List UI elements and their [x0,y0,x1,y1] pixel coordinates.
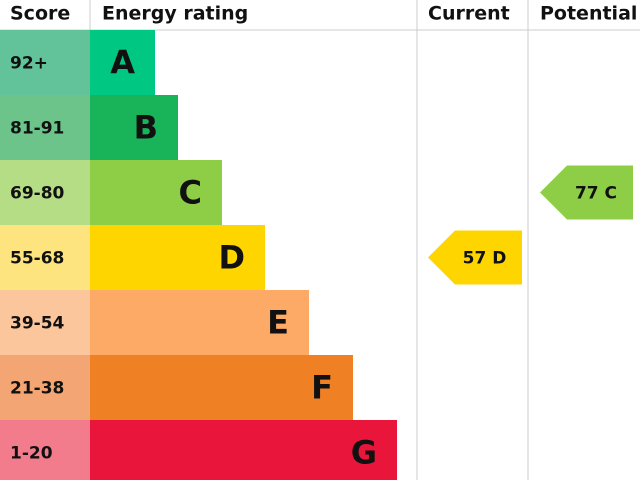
rating-letter: G [351,434,377,472]
potential-score: 77 [575,184,599,204]
rating-bar [90,290,309,355]
rating-bar [90,95,178,160]
rating-letter: E [267,304,289,342]
score-range: 21-38 [10,379,64,399]
score-range: 69-80 [10,184,65,204]
score-range: 1-20 [10,444,53,464]
score-cell [0,420,90,484]
score-cell [0,30,90,95]
score-cell [0,355,90,420]
rating-bar [90,355,353,420]
rating-bar [90,420,397,484]
rating-bar [90,30,155,95]
rating-letter: B [134,109,158,147]
rating-letter: D [218,239,245,277]
score-range: 55-68 [10,249,64,269]
header-current: Current [428,3,510,25]
rating-letter: C [179,174,202,212]
rating-letter: F [311,369,333,407]
header-energy-rating: Energy rating [102,3,248,25]
score-range: 92+ [10,54,48,74]
rating-bar [90,225,265,290]
rating-letter: A [110,44,135,82]
score-cell [0,225,90,290]
current-rating: D [492,249,506,269]
potential-label: 77 C [575,184,617,204]
header-score: Score [10,3,70,25]
score-cell [0,95,90,160]
score-range: 39-54 [10,314,65,334]
potential-rating: C [605,184,617,204]
current-score: 57 [463,249,487,269]
score-range: 81-91 [10,119,64,139]
current-label: 57 D [463,249,507,269]
rating-bar [90,160,222,225]
current-arrow [428,230,522,285]
score-cell [0,290,90,355]
score-cell [0,160,90,225]
header-potential: Potential [540,3,637,25]
potential-arrow [540,165,633,220]
